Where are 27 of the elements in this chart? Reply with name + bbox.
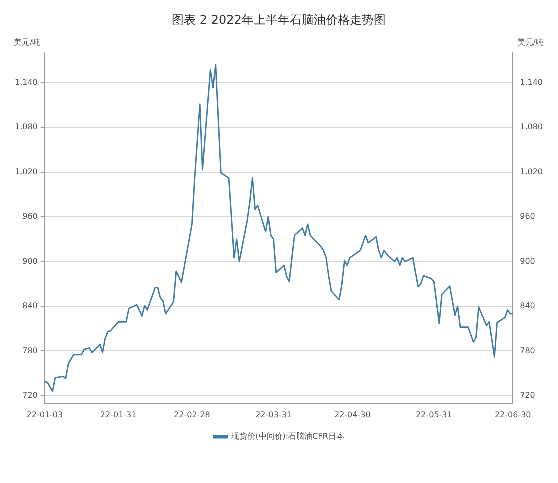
y2-tick-label: 1,020 [520,167,544,176]
y-tick-label: 780 [22,346,38,356]
y2-tick-label: 720 [520,391,536,400]
y2-tick-label: 900 [520,256,536,266]
y-axis-title: 美元/吨 [14,38,41,48]
legend-label: 现货价(中间价):石脑油CFR日本 [232,432,344,442]
y-tick-label: 840 [22,302,38,311]
x-tick-label: 22-06-30 [494,410,532,420]
y2-tick-label: 960 [520,212,536,222]
chart-title: 图表 2 2022年上半年石脑油价格走势图 [171,12,387,29]
y-tick-label: 720 [22,391,38,400]
y-tick-label: 1,140 [14,78,38,87]
y2-tick-label: 1,140 [520,78,544,87]
y2-tick-label: 780 [520,346,536,356]
y-tick-label: 1,080 [14,122,38,132]
x-tick-label: 22-05-31 [416,410,452,420]
x-tick-label: 22-01-31 [100,410,137,420]
y-tick-label: 960 [22,212,38,222]
y2-tick-label: 840 [520,302,536,311]
x-tick-label: 22-01-03 [26,410,64,420]
y2-tick-label: 1,080 [520,122,544,132]
x-tick-label: 22-03-31 [256,410,292,420]
x-tick-label: 22-04-30 [334,410,371,420]
x-tick-label: 22-02-28 [174,410,210,420]
y-tick-label: 1,020 [14,167,38,176]
y-tick-label: 900 [22,256,38,266]
y2-axis-title: 美元/吨 [517,38,544,48]
